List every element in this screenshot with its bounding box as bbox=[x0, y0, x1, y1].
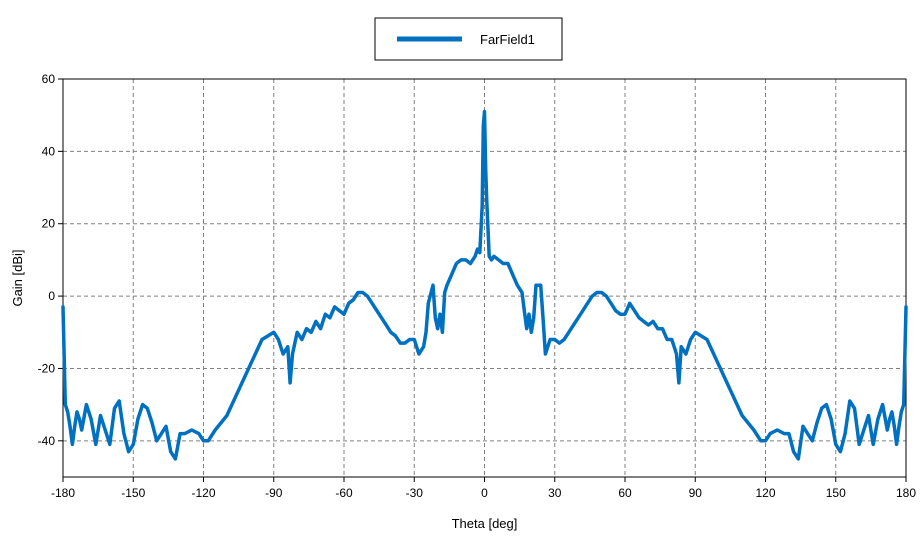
legend-label: FarField1 bbox=[480, 32, 535, 47]
y-axis-label: Gain [dBi] bbox=[10, 249, 25, 306]
y-tick-label: -40 bbox=[38, 434, 56, 448]
x-tick-label: 60 bbox=[618, 486, 632, 500]
x-tick-label: 0 bbox=[481, 486, 488, 500]
x-tick-label: 90 bbox=[689, 486, 703, 500]
legend: FarField1 bbox=[374, 17, 563, 61]
y-tick-labels: -40 -20 0 20 40 60 bbox=[38, 72, 56, 448]
x-tick-label: -30 bbox=[406, 486, 424, 500]
x-tick-label: 30 bbox=[548, 486, 562, 500]
x-tick-label: 150 bbox=[826, 486, 846, 500]
plot-frame bbox=[62, 78, 907, 478]
y-tick-label: -20 bbox=[38, 361, 56, 375]
x-tick-label: -90 bbox=[265, 486, 283, 500]
x-axis-label: Theta [deg] bbox=[452, 516, 518, 531]
y-tick-label: 40 bbox=[42, 144, 56, 158]
y-tick-label: 20 bbox=[42, 217, 56, 231]
x-tick-label: -150 bbox=[121, 486, 145, 500]
y-tick-label: 0 bbox=[48, 289, 55, 303]
y-tick-label: 60 bbox=[42, 72, 56, 86]
series-line-farfield1 bbox=[61, 109, 908, 461]
x-tick-label: -60 bbox=[335, 486, 353, 500]
x-tick-label: -120 bbox=[191, 486, 215, 500]
x-tick-label: 180 bbox=[896, 486, 916, 500]
x-tick-label: 120 bbox=[755, 486, 775, 500]
x-tick-labels: -180 -150 -120 -90 -60 -30 0 30 60 90 120 150 180 bbox=[51, 486, 916, 500]
x-tick-label: -180 bbox=[51, 486, 75, 500]
series-layer bbox=[61, 109, 908, 461]
